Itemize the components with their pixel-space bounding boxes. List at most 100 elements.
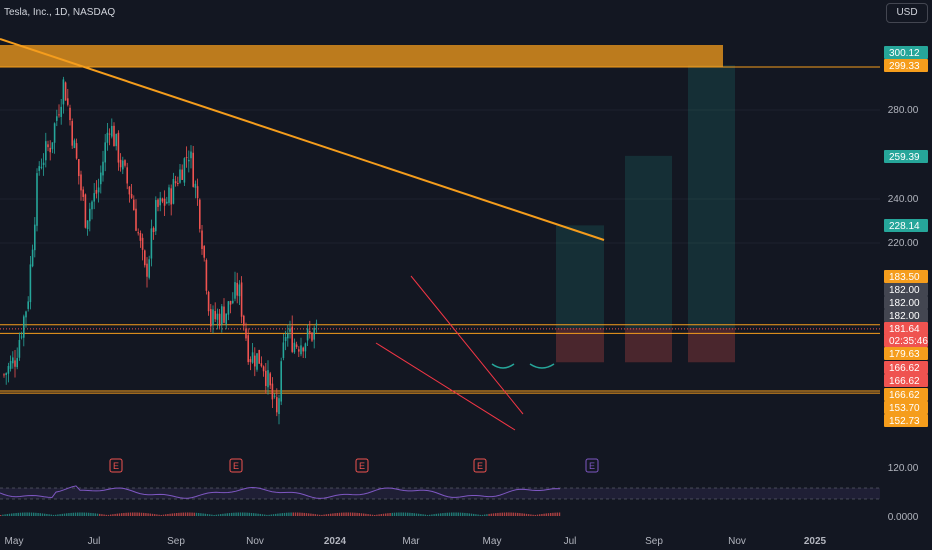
earnings-marker[interactable] xyxy=(109,458,123,473)
volume-bar xyxy=(457,512,459,516)
time-axis-tick: Sep xyxy=(645,536,663,547)
volume-bar xyxy=(15,513,17,516)
candle-body xyxy=(80,174,82,191)
volume-bar xyxy=(468,513,470,516)
volume-bar xyxy=(455,512,457,516)
candle-body xyxy=(293,342,296,353)
rsi-band xyxy=(0,488,880,499)
currency-button[interactable]: USD xyxy=(886,3,928,23)
volume-bar xyxy=(437,513,440,516)
volume-bar xyxy=(283,512,286,516)
volume-bar xyxy=(0,515,2,516)
candle-body xyxy=(122,160,124,170)
volume-bar xyxy=(270,514,272,516)
volume-bar xyxy=(279,513,281,516)
volume-bar xyxy=(85,512,88,516)
volume-bar xyxy=(380,514,382,516)
volume-bar xyxy=(503,512,506,516)
volume-bar xyxy=(462,512,464,516)
volume-bar xyxy=(338,512,341,516)
candle-body xyxy=(135,208,137,231)
volume-bar xyxy=(13,513,15,516)
volume-bar xyxy=(336,512,338,516)
earnings-marker[interactable] xyxy=(355,458,369,473)
earnings-marker[interactable] xyxy=(229,458,243,473)
rsi-line xyxy=(0,485,561,499)
volume-bar xyxy=(264,514,266,516)
time-axis-tick: Nov xyxy=(246,536,264,547)
volume-bar xyxy=(189,512,191,516)
candle-body xyxy=(203,246,205,258)
candle-body xyxy=(51,142,54,150)
volume-bar xyxy=(453,512,455,516)
volume-bar xyxy=(182,512,184,516)
candle-body xyxy=(216,313,219,320)
volume-bar xyxy=(88,512,90,516)
candle-body xyxy=(12,357,14,364)
volume-bar xyxy=(330,513,332,516)
volume-bar xyxy=(378,514,380,516)
volume-bar xyxy=(371,514,374,516)
candle-body xyxy=(284,336,287,342)
volume-bar xyxy=(484,514,486,516)
volume-bar xyxy=(429,514,431,516)
earnings-marker-label: E xyxy=(233,461,239,471)
candle-body xyxy=(40,166,43,168)
volume-bar xyxy=(492,513,495,516)
rsi-indicator xyxy=(0,485,880,516)
volume-bar xyxy=(444,512,446,516)
volume-bar xyxy=(420,513,422,516)
volume-bar xyxy=(231,512,233,516)
volume-bar xyxy=(28,512,30,516)
candle-body xyxy=(179,169,181,183)
volume-bar xyxy=(341,512,343,516)
volume-bar xyxy=(118,513,121,516)
volume-bar xyxy=(481,514,484,516)
candle-body xyxy=(7,366,10,374)
volume-bar xyxy=(167,514,169,516)
earnings-marker[interactable] xyxy=(473,458,487,473)
candle-body xyxy=(115,133,117,147)
volume-bar xyxy=(466,513,468,516)
volume-bar xyxy=(39,513,41,516)
candle-body xyxy=(201,230,203,249)
volume-bar xyxy=(140,512,143,516)
volume-bar xyxy=(96,513,99,516)
earnings-marker[interactable] xyxy=(585,458,599,473)
volume-bar xyxy=(448,512,451,516)
candlestick-series xyxy=(3,76,318,425)
volume-bar xyxy=(11,513,13,516)
trend-drawings xyxy=(0,38,605,431)
time-axis[interactable]: May Jul Sep Nov 2024 Mar May Jul Sep Nov 2025 xyxy=(5,536,827,547)
candle-body xyxy=(144,250,146,266)
candle-body xyxy=(212,309,214,326)
volume-bar xyxy=(220,514,222,516)
volume-bar xyxy=(536,514,539,516)
volume-bar xyxy=(345,512,347,516)
volume-bar xyxy=(356,512,358,516)
volume-bar xyxy=(446,512,448,516)
pattern-arc-left xyxy=(491,363,515,369)
volume-bar xyxy=(2,514,4,516)
volume-bar xyxy=(222,513,224,516)
candle-body xyxy=(276,397,278,413)
channel-lower-line xyxy=(375,342,516,431)
candle-body xyxy=(218,313,221,326)
volume-bar xyxy=(94,513,96,516)
volume-bar xyxy=(70,512,72,516)
volume-bar xyxy=(268,514,270,516)
volume-bar xyxy=(334,513,336,516)
resistance-zone xyxy=(0,45,723,67)
chart-title: Tesla, Inc., 1D, NASDAQ xyxy=(4,7,116,18)
time-axis-tick: Jul xyxy=(564,536,577,547)
volume-bar xyxy=(552,512,554,516)
channel-upper-line xyxy=(410,275,524,415)
volume-bar xyxy=(321,514,323,516)
price-axis[interactable]: 280.00 240.00 220.00 120.00 0.0000 xyxy=(888,105,919,523)
volume-bar xyxy=(165,514,167,516)
volume-bar xyxy=(125,512,127,516)
candle-body xyxy=(146,263,148,277)
price-label: 166.62 xyxy=(889,390,920,401)
volume-bar xyxy=(253,513,255,516)
